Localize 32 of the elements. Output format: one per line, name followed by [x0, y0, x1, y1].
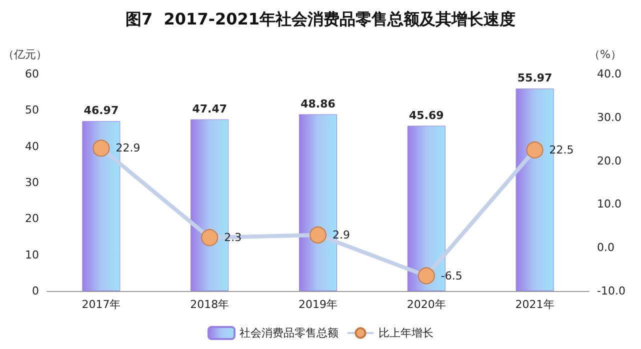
y2-tick-label: 10.0	[597, 198, 622, 211]
legend-label: 比上年增长	[378, 326, 434, 340]
data-label: 46.97	[84, 104, 119, 118]
y2-tick-label: 40.0	[597, 68, 622, 80]
y-axis-title: （亿元）	[3, 48, 47, 61]
data-label: 47.47	[192, 102, 227, 116]
y2-tick-label: 20.0	[597, 154, 622, 168]
data-label: 48.86	[300, 97, 336, 110]
y-tick-label: 10	[25, 248, 39, 262]
y2-axis-title: （%）	[589, 48, 622, 61]
data-label: 22.9	[116, 142, 140, 155]
y-tick-label: 20	[25, 212, 39, 226]
data-label: 55.97	[517, 72, 552, 85]
x-tick-label: 2021年	[515, 298, 554, 311]
x-tick-label: 2020年	[406, 298, 446, 311]
y2-tick-label: 0.0	[597, 241, 614, 254]
data-label: -6.5	[440, 269, 462, 282]
chart-title: 图7 2017-2021年社会消费品零售总额及其增长速度	[126, 10, 516, 28]
data-label: 45.69	[409, 108, 444, 122]
x-tick-label: 2019年	[298, 298, 338, 311]
y-tick-label: 0	[32, 284, 39, 298]
x-tick-label: 2018年	[190, 298, 230, 311]
y2-tick-label: -10.0	[597, 284, 626, 298]
data-label: 22.5	[549, 143, 574, 156]
y-tick-label: 30	[25, 176, 39, 189]
y-tick-label: 60	[25, 68, 39, 80]
y-tick-label: 50	[25, 104, 39, 117]
legend-label: 社会消费品零售总额	[240, 326, 338, 340]
data-label: 2.3	[224, 231, 242, 244]
x-tick-label: 2017年	[82, 298, 121, 311]
y2-tick-label: 30.0	[597, 110, 622, 124]
y-tick-label: 40	[25, 140, 39, 153]
